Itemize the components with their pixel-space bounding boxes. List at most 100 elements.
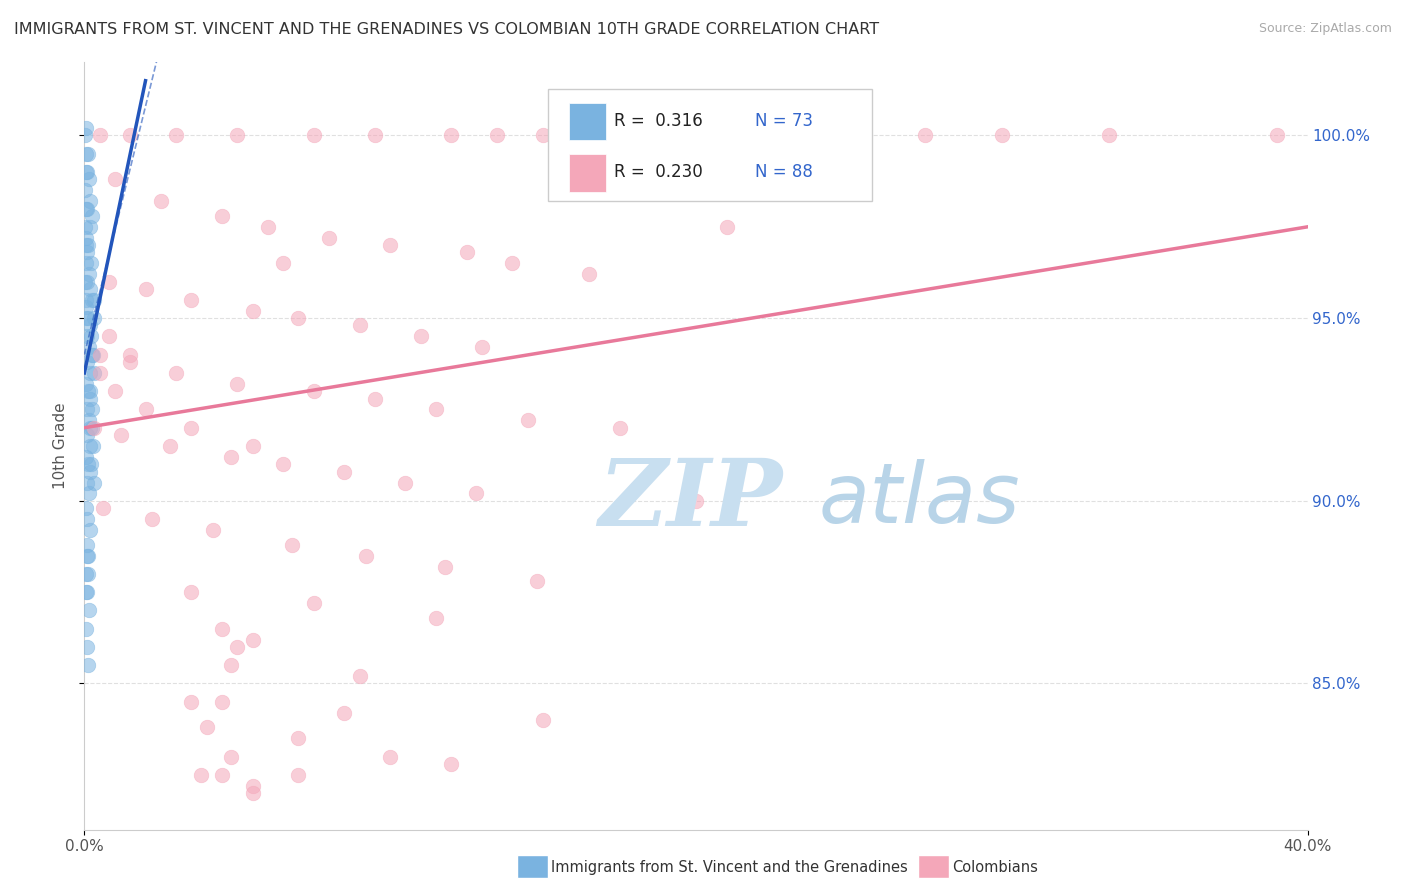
Point xyxy=(180,585,202,599)
Point xyxy=(242,439,264,453)
Point xyxy=(82,348,104,362)
Y-axis label: 10th Grade: 10th Grade xyxy=(52,402,67,490)
Point xyxy=(76,475,98,490)
Point xyxy=(165,128,187,143)
Point xyxy=(75,121,97,136)
Point xyxy=(79,421,101,435)
Point xyxy=(302,384,325,399)
Point xyxy=(75,238,97,252)
Point xyxy=(79,366,101,380)
Point xyxy=(531,713,554,727)
Point xyxy=(97,275,120,289)
Point xyxy=(425,610,447,624)
Point xyxy=(83,311,105,326)
Point xyxy=(75,622,97,636)
Point xyxy=(97,329,120,343)
Point xyxy=(79,384,101,399)
Point xyxy=(440,128,463,143)
Point xyxy=(211,622,233,636)
Point xyxy=(77,146,100,161)
Point xyxy=(76,640,98,654)
Point xyxy=(578,268,600,282)
Point xyxy=(464,486,486,500)
Point xyxy=(349,318,371,333)
Point xyxy=(77,238,100,252)
Point xyxy=(302,596,325,610)
Point xyxy=(120,128,142,143)
Point xyxy=(75,275,97,289)
Point xyxy=(77,172,100,186)
Point xyxy=(77,457,100,471)
Point xyxy=(77,658,100,673)
Point xyxy=(838,128,860,143)
Point xyxy=(79,465,101,479)
Point xyxy=(486,128,509,143)
Point xyxy=(201,523,224,537)
Point xyxy=(242,632,264,647)
Point xyxy=(73,128,96,143)
Point xyxy=(75,300,97,314)
Text: Colombians: Colombians xyxy=(952,861,1038,875)
Point xyxy=(80,421,103,435)
Point xyxy=(242,779,264,793)
Point xyxy=(685,493,707,508)
Point xyxy=(110,428,132,442)
Point xyxy=(425,402,447,417)
Point xyxy=(80,209,103,223)
Point xyxy=(79,392,101,406)
Point xyxy=(242,303,264,318)
Point xyxy=(80,256,103,270)
Point xyxy=(219,658,242,673)
Point xyxy=(76,428,98,442)
Point xyxy=(76,329,98,343)
Point xyxy=(914,128,936,143)
Point xyxy=(195,720,218,734)
Point xyxy=(75,231,97,245)
Text: atlas: atlas xyxy=(818,459,1019,541)
Text: IMMIGRANTS FROM ST. VINCENT AND THE GRENADINES VS COLOMBIAN 10TH GRADE CORRELATI: IMMIGRANTS FROM ST. VINCENT AND THE GREN… xyxy=(14,22,879,37)
Point xyxy=(80,329,103,343)
Point xyxy=(364,392,387,406)
Point xyxy=(75,183,97,197)
Point xyxy=(77,603,100,617)
Point xyxy=(76,275,98,289)
Point xyxy=(409,329,432,343)
Point xyxy=(211,768,233,782)
Point xyxy=(991,128,1014,143)
Point xyxy=(76,402,98,417)
Point xyxy=(502,256,524,270)
Point xyxy=(76,538,98,552)
Point xyxy=(135,282,157,296)
Point xyxy=(80,402,103,417)
Point xyxy=(79,282,101,296)
Text: R =  0.316: R = 0.316 xyxy=(614,112,703,129)
Point xyxy=(77,384,100,399)
Point xyxy=(516,413,538,427)
Point xyxy=(1098,128,1121,143)
Point xyxy=(257,219,280,234)
Point xyxy=(271,457,294,471)
Point xyxy=(271,256,294,270)
Point xyxy=(80,457,103,471)
Point xyxy=(89,366,111,380)
Point xyxy=(75,450,97,464)
Point xyxy=(76,549,98,563)
Point xyxy=(226,640,249,654)
Point xyxy=(333,706,356,720)
Point xyxy=(149,194,172,209)
Text: Immigrants from St. Vincent and the Grenadines: Immigrants from St. Vincent and the Gren… xyxy=(551,861,908,875)
Point xyxy=(83,366,105,380)
Point xyxy=(226,376,249,391)
Point xyxy=(440,756,463,771)
Point xyxy=(80,348,103,362)
Point xyxy=(91,501,114,516)
Point xyxy=(75,256,97,270)
Text: Source: ZipAtlas.com: Source: ZipAtlas.com xyxy=(1258,22,1392,36)
Point xyxy=(531,128,554,143)
Point xyxy=(219,749,242,764)
Point xyxy=(76,585,98,599)
Point xyxy=(77,311,100,326)
Point xyxy=(75,585,97,599)
Point xyxy=(75,146,97,161)
Point xyxy=(75,165,97,179)
